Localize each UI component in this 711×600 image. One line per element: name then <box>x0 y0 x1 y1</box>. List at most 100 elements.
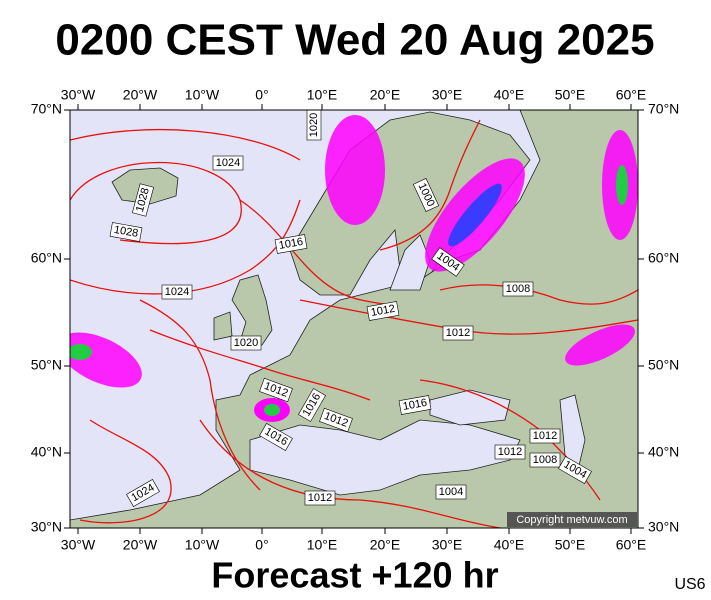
code: US6 <box>674 576 705 593</box>
lon-label-top: 10°E <box>307 87 338 103</box>
isobar-label: 1008 <box>502 281 534 297</box>
lat-label-right: 50°N <box>648 357 679 373</box>
isobar-label: 1008 <box>529 452 561 468</box>
isobar-label-box <box>412 178 440 212</box>
isobar-label-box <box>126 479 160 507</box>
isobar-label: 1012 <box>319 407 353 433</box>
isobar-label-box <box>109 222 143 242</box>
lat-label-left: 70°N <box>31 101 62 117</box>
isobar-label-box <box>398 395 432 415</box>
lon-label-top: 20°W <box>123 87 158 103</box>
lat-label-left: 40°N <box>31 444 62 460</box>
isobar-label-text: 1012 <box>498 446 522 458</box>
isobar-label-text: 1008 <box>506 283 530 295</box>
map: 1024102810281024101610201000100410081012… <box>70 110 638 528</box>
isobar-label-box <box>304 490 336 506</box>
lon-label-bottom: 50°E <box>555 537 586 553</box>
isobar-label: 1024 <box>161 284 193 300</box>
copyright-box <box>507 512 637 527</box>
isobar-label: 1012 <box>366 301 400 321</box>
lon-label-top: 30°E <box>432 87 463 103</box>
isobar-label-box <box>306 110 322 141</box>
lon-label-bottom: 60°E <box>616 537 647 553</box>
lon-label-bottom: 10°W <box>185 537 220 553</box>
isobar-label: 1012 <box>442 325 474 341</box>
lon-label-bottom: 10°E <box>307 537 338 553</box>
isobar-label: 1012 <box>494 444 526 460</box>
isobar-label-text: 1008 <box>533 454 557 466</box>
lon-label-top: 10°W <box>185 87 220 103</box>
isobar-label-text: 1012 <box>308 492 332 504</box>
isobar-label-box <box>558 456 592 484</box>
isobar-label-text: 1024 <box>216 157 240 169</box>
lat-label-right: 70°N <box>648 101 679 117</box>
isobar-label: 1016 <box>274 234 308 254</box>
isobar-label-box <box>212 155 244 171</box>
isobar-label-text: 1020 <box>308 113 320 137</box>
lat-label-right: 30°N <box>648 519 679 535</box>
lat-label-left: 50°N <box>31 357 62 373</box>
isobar-label-box <box>494 444 526 460</box>
isobar-label-box <box>431 247 465 277</box>
isobars <box>70 119 638 528</box>
isobar-label-box <box>529 452 561 468</box>
black-sea <box>429 389 511 426</box>
isobar-label: 1004 <box>435 484 467 500</box>
isobar-label-box <box>366 301 400 321</box>
isobar-label: 1024 <box>212 155 244 171</box>
caption: Forecast +120 hr <box>211 555 498 596</box>
isobar-label-text: 1004 <box>439 486 463 498</box>
lon-label-top: 30°W <box>61 87 96 103</box>
isobar-label: 1020 <box>230 335 262 351</box>
isobar-label: 1012 <box>259 377 293 403</box>
lon-label-bottom: 20°E <box>370 537 401 553</box>
isobar-label: 1012 <box>304 490 336 506</box>
lon-label-top: 0° <box>255 87 268 103</box>
isobar-label-box <box>161 284 193 300</box>
baltic <box>389 234 431 291</box>
lon-label-bottom: 30°W <box>61 537 96 553</box>
isobar-label-text: 1012 <box>533 430 557 442</box>
isobar-label-box <box>274 234 308 254</box>
isobar-label-text: 1016 <box>278 236 304 252</box>
isobar-label: 1020 <box>306 110 322 141</box>
isobar-label-box <box>131 183 155 217</box>
title: 0200 CEST Wed 20 Aug 2025 <box>55 16 654 65</box>
isobar-label-text: 1012 <box>370 303 396 319</box>
mediterranean <box>249 419 521 496</box>
isobar-labels: 1024102810281024101610201000100410081012… <box>109 110 592 507</box>
isobar-label-box <box>319 407 353 433</box>
isobar-label-text: 1028 <box>113 224 139 240</box>
isobar-label-box <box>435 484 467 500</box>
lat-label-left: 60°N <box>31 250 62 266</box>
lon-label-top: 40°E <box>494 87 525 103</box>
map-frame <box>69 109 639 529</box>
isobar-label-text: 1016 <box>402 397 428 413</box>
isobar-label: 1028 <box>109 222 143 242</box>
isobar-label-text: 1020 <box>234 337 258 349</box>
isobar-label-box <box>502 281 534 297</box>
lon-label-bottom: 40°E <box>494 537 525 553</box>
lat-label-left: 30°N <box>31 519 62 535</box>
lon-label-top: 60°E <box>616 87 647 103</box>
isobar-label: 1012 <box>529 428 561 444</box>
isobar-label: 1028 <box>131 183 155 217</box>
isobar-label-box <box>298 388 326 422</box>
lat-label-right: 60°N <box>648 250 679 266</box>
precipitation <box>70 115 638 422</box>
isobar-label: 1016 <box>398 395 432 415</box>
isobar-label-box <box>259 377 293 403</box>
isobar-label-text: 1012 <box>446 327 470 339</box>
copyright: Copyright metvuw.com <box>516 514 627 526</box>
caspian-sea <box>559 394 586 471</box>
isobar-label-box <box>442 325 474 341</box>
isobar-label-box <box>529 428 561 444</box>
lon-label-top: 20°E <box>370 87 401 103</box>
isobar-label-box <box>259 423 293 451</box>
lon-label-bottom: 0° <box>255 537 268 553</box>
lon-label-bottom: 20°W <box>123 537 158 553</box>
lon-label-top: 50°E <box>555 87 586 103</box>
lat-label-right: 40°N <box>648 444 679 460</box>
isobar-label-box <box>230 335 262 351</box>
